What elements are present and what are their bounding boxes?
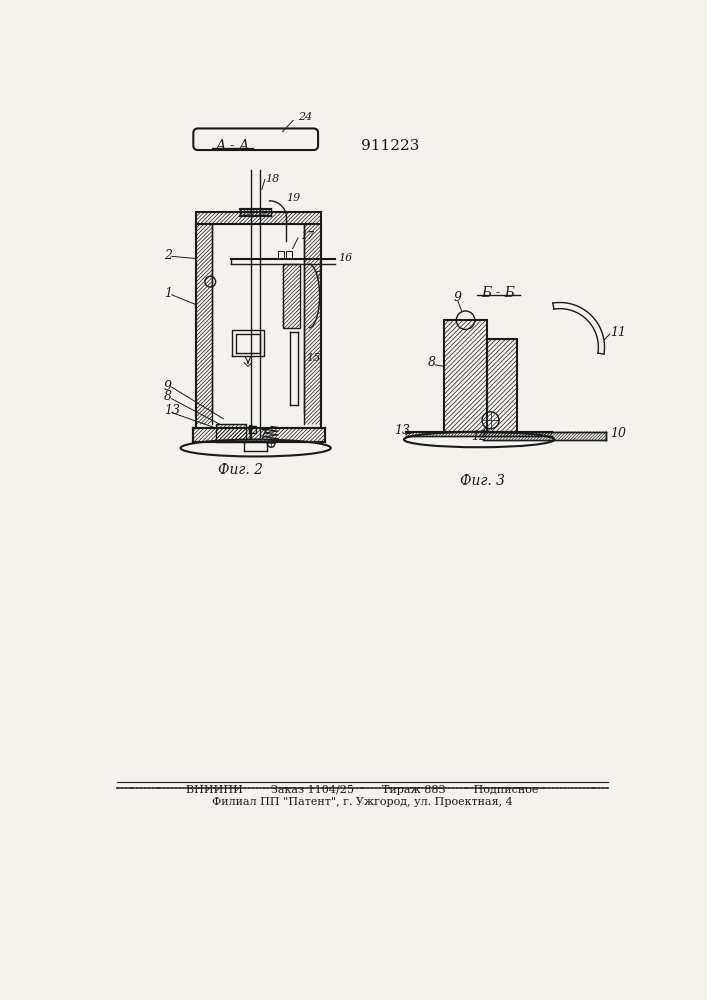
Text: Фиг. 2: Фиг. 2 xyxy=(218,463,263,477)
Bar xyxy=(197,212,321,224)
Bar xyxy=(483,432,606,440)
Text: 10: 10 xyxy=(610,427,626,440)
Text: 24: 24 xyxy=(298,112,312,122)
Circle shape xyxy=(456,311,475,329)
Text: Филиал ПП "Патент", г. Ужгород, ул. Проектная, 4: Филиал ПП "Патент", г. Ужгород, ул. Прое… xyxy=(211,797,513,807)
Text: 9: 9 xyxy=(164,379,172,392)
Text: Б - Б: Б - Б xyxy=(481,286,515,300)
Text: 13: 13 xyxy=(395,424,410,437)
Text: ВНИИПИ        Заказ 1104/25        Тираж 883        Подписное: ВНИИПИ Заказ 1104/25 Тираж 883 Подписное xyxy=(186,785,538,795)
Text: 17: 17 xyxy=(300,231,315,241)
Circle shape xyxy=(482,412,499,429)
Bar xyxy=(197,224,212,424)
Text: 2: 2 xyxy=(164,249,172,262)
Text: 18: 18 xyxy=(265,174,279,184)
Bar xyxy=(240,209,271,216)
Text: 13: 13 xyxy=(164,404,180,417)
Text: 7: 7 xyxy=(315,271,322,281)
FancyBboxPatch shape xyxy=(193,128,318,150)
Ellipse shape xyxy=(404,432,554,447)
Text: 1: 1 xyxy=(164,287,172,300)
Bar xyxy=(486,339,518,432)
Ellipse shape xyxy=(180,440,331,456)
Text: 911223: 911223 xyxy=(361,139,420,153)
Bar xyxy=(283,264,300,328)
Text: 16: 16 xyxy=(338,253,352,263)
Text: 8: 8 xyxy=(428,356,436,369)
Text: Фиг. 3: Фиг. 3 xyxy=(460,474,506,488)
Text: 19: 19 xyxy=(286,193,300,203)
Text: А - А: А - А xyxy=(216,139,250,153)
Bar xyxy=(406,432,552,436)
Text: 15: 15 xyxy=(305,353,320,363)
Bar xyxy=(192,428,325,442)
Bar xyxy=(304,224,321,424)
Text: 8: 8 xyxy=(164,390,172,403)
Bar xyxy=(444,320,486,432)
Bar xyxy=(216,424,247,442)
Text: 11: 11 xyxy=(610,326,626,339)
Text: 12: 12 xyxy=(472,430,487,443)
Text: 9: 9 xyxy=(454,291,462,304)
